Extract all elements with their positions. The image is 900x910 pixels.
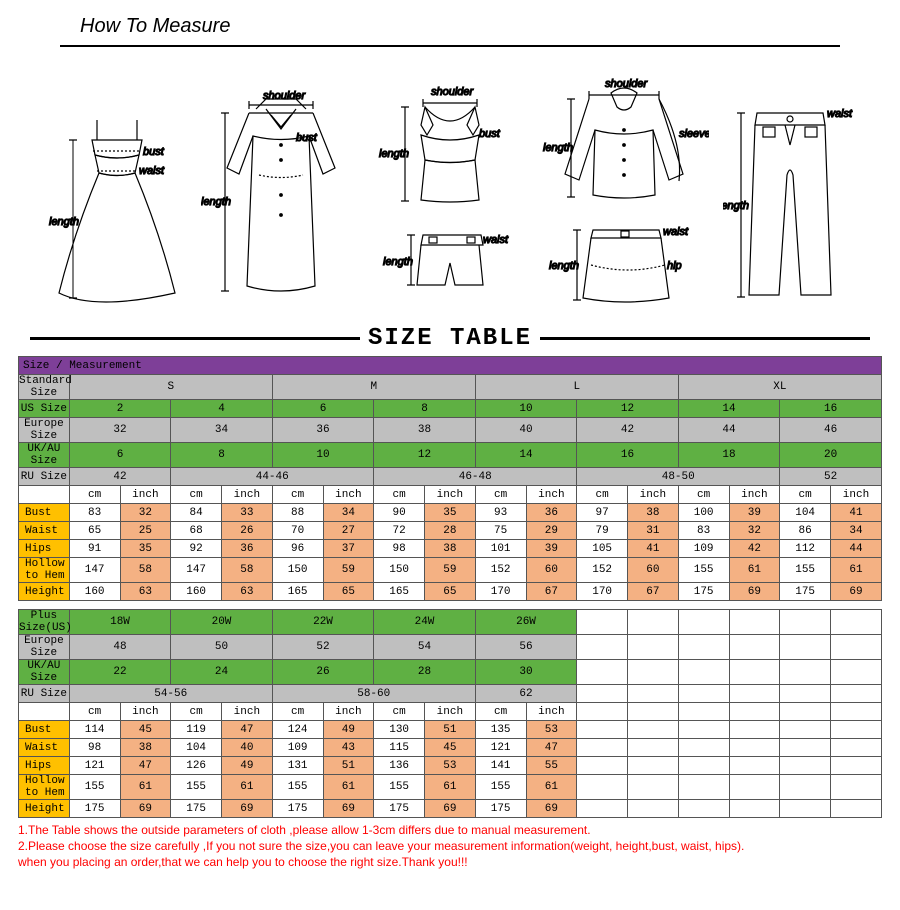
svg-text:hip: hip <box>667 260 682 272</box>
note-line: 1.The Table shows the outside parameters… <box>18 822 882 838</box>
footer-notes: 1.The Table shows the outside parameters… <box>18 822 882 871</box>
note-line: 2.Please choose the size carefully ,If y… <box>18 838 882 854</box>
svg-text:waist: waist <box>663 226 689 238</box>
tank-shorts-diagram-icon: shoulder bust length waist length <box>375 85 525 315</box>
svg-text:waist: waist <box>139 165 165 177</box>
svg-text:waist: waist <box>483 234 509 246</box>
svg-text:shoulder: shoulder <box>431 86 475 98</box>
header-rule <box>60 45 840 47</box>
svg-text:bust: bust <box>479 128 501 140</box>
main-size-table: Size / MeasurementStandard SizeSMLXLUS S… <box>18 356 882 601</box>
svg-text:length: length <box>543 142 573 154</box>
svg-text:bust: bust <box>296 132 318 144</box>
page-title: How To Measure <box>80 15 820 38</box>
pants-diagram-icon: waist length <box>723 95 853 315</box>
svg-text:shoulder: shoulder <box>263 90 307 102</box>
svg-text:length: length <box>549 260 579 272</box>
size-table-header: SIZE TABLE <box>30 325 870 352</box>
svg-text:length: length <box>201 196 231 208</box>
svg-text:sleeve: sleeve <box>679 128 709 140</box>
svg-text:length: length <box>379 148 409 160</box>
svg-text:length: length <box>49 216 79 228</box>
svg-text:waist: waist <box>827 108 853 120</box>
plus-size-table: Plus Size(US)18W20W22W24W26WEurope Size4… <box>18 609 882 818</box>
svg-text:length: length <box>383 256 413 268</box>
header: How To Measure <box>60 10 840 43</box>
dress-diagram-icon: bust waist length <box>47 105 187 315</box>
svg-text:length: length <box>723 200 749 212</box>
coat-diagram-icon: shoulder bust length <box>201 85 361 315</box>
measurement-diagrams: bust waist length shoulder bust length s… <box>40 55 860 315</box>
blouse-skirt-diagram-icon: shoulder sleeve length hip waist length <box>539 75 709 315</box>
size-table-title: SIZE TABLE <box>368 325 532 352</box>
size-tables: Size / MeasurementStandard SizeSMLXLUS S… <box>18 356 882 818</box>
note-line: when you placing an order,that we can he… <box>18 854 882 870</box>
svg-text:bust: bust <box>143 146 165 158</box>
